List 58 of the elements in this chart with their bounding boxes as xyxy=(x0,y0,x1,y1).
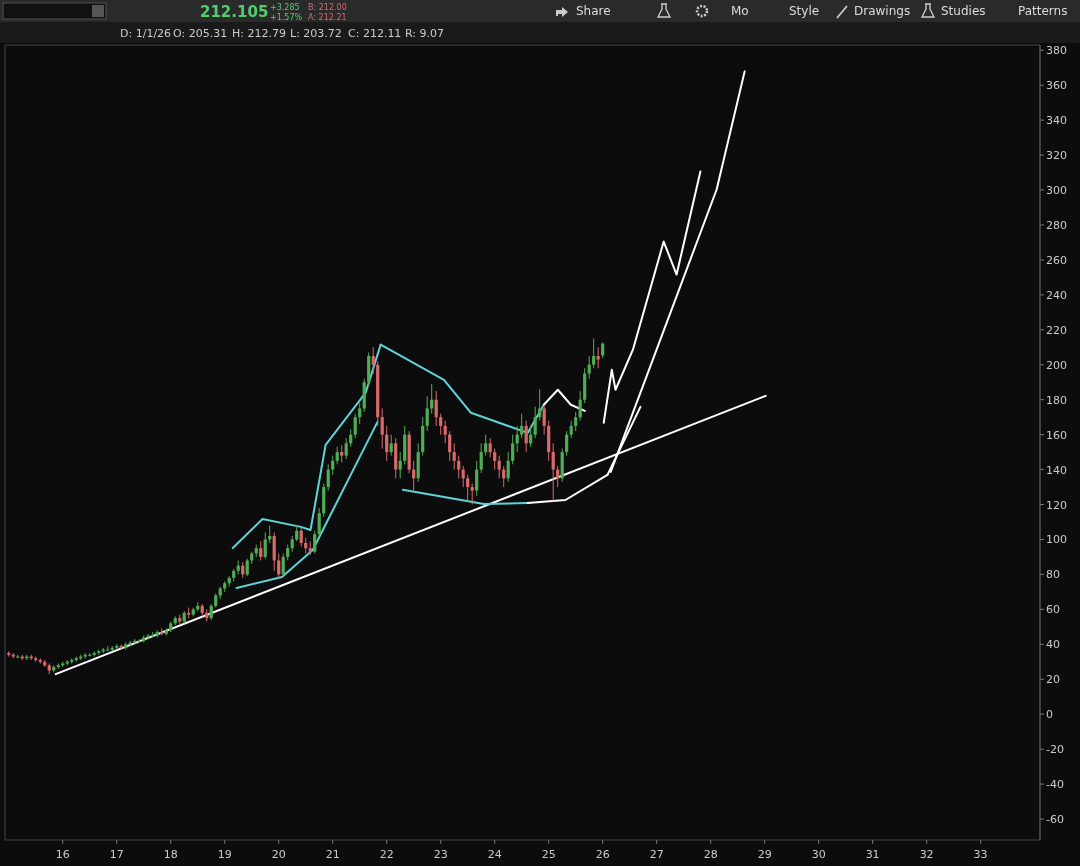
y-tick-label: 360 xyxy=(1046,79,1067,93)
text: B: 212.00 xyxy=(308,3,347,12)
y-tick-label: 220 xyxy=(1046,323,1067,337)
x-tick-label: 26 xyxy=(595,848,610,861)
text: Mo xyxy=(731,4,749,18)
y-tick-label: 240 xyxy=(1046,288,1067,302)
y-tick-label: 300 xyxy=(1046,184,1067,198)
x-tick-label: 16 xyxy=(55,848,70,861)
x-tick-label: 27 xyxy=(649,848,664,861)
y-tick-label: 280 xyxy=(1046,218,1067,232)
text: Studies xyxy=(941,4,986,18)
text: D: 1/1/26 xyxy=(120,27,172,40)
x-tick-label: 22 xyxy=(379,848,394,861)
y-tick-label: 380 xyxy=(1046,44,1067,58)
text: O: 205.31 xyxy=(173,27,228,40)
text: C: 212.11 xyxy=(348,27,402,40)
text: H: 212.79 xyxy=(232,27,286,40)
x-tick-label: 24 xyxy=(487,848,502,861)
text: L: 203.72 xyxy=(290,27,342,40)
y-tick-label: 160 xyxy=(1046,428,1067,442)
text: +1.57% xyxy=(270,13,303,22)
y-tick-label: 40 xyxy=(1046,638,1060,652)
x-tick-label: 23 xyxy=(433,848,448,861)
y-tick-label: 60 xyxy=(1046,603,1060,617)
text: Share xyxy=(576,4,611,18)
text: Patterns xyxy=(1018,4,1068,18)
x-tick-label: 29 xyxy=(757,848,772,861)
y-tick-label: 340 xyxy=(1046,114,1067,128)
x-tick-label: 30 xyxy=(811,848,826,861)
x-tick-label: 18 xyxy=(163,848,178,861)
x-tick-label: 21 xyxy=(325,848,340,861)
x-tick-label: 25 xyxy=(541,848,556,861)
y-tick-label: 20 xyxy=(1046,673,1060,687)
text: +3.285 xyxy=(270,3,300,12)
y-tick-label: -60 xyxy=(1046,813,1064,827)
x-tick-label: 33 xyxy=(973,848,988,861)
y-tick-label: 320 xyxy=(1046,149,1067,163)
y-tick-label: 180 xyxy=(1046,393,1067,407)
text: 212.105 xyxy=(200,3,269,21)
y-tick-label: 200 xyxy=(1046,358,1067,372)
x-tick-label: 28 xyxy=(703,848,718,861)
x-tick-label: 20 xyxy=(271,848,286,861)
text: R: 9.07 xyxy=(405,27,444,40)
x-tick-label: 32 xyxy=(919,848,934,861)
text: Drawings xyxy=(854,4,911,18)
y-tick-label: 80 xyxy=(1046,568,1060,582)
x-tick-label: 17 xyxy=(109,848,124,861)
y-tick-label: 120 xyxy=(1046,498,1067,512)
y-tick-label: 140 xyxy=(1046,463,1067,477)
x-tick-label: 31 xyxy=(865,848,880,861)
y-tick-label: 0 xyxy=(1046,708,1053,722)
text: Style xyxy=(789,4,820,18)
y-tick-label: 100 xyxy=(1046,533,1067,547)
y-tick-label: -40 xyxy=(1046,778,1064,792)
y-tick-label: -20 xyxy=(1046,743,1064,757)
y-tick-label: 260 xyxy=(1046,253,1067,267)
x-tick-label: 19 xyxy=(217,848,232,861)
text: A: 212.21 xyxy=(308,13,347,22)
